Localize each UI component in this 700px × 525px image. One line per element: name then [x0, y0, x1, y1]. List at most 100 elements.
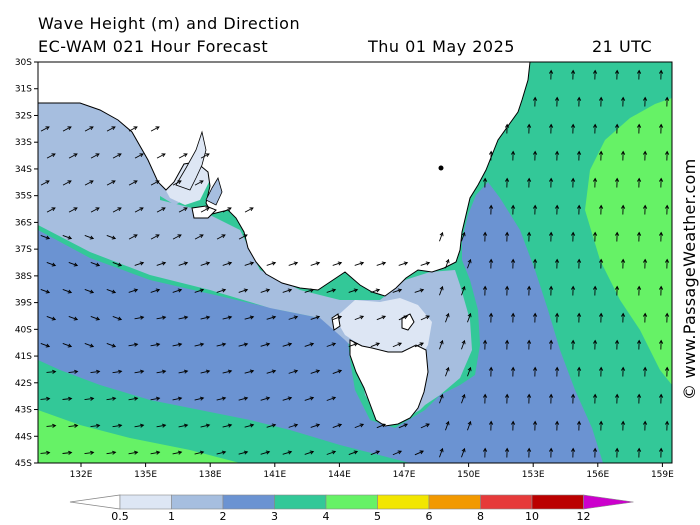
wave-direction-arrow: [620, 150, 626, 161]
colorbar-label: 8: [477, 510, 484, 523]
wave-direction-arrow: [658, 285, 664, 296]
wave-direction-arrow: [570, 285, 576, 296]
wave-direction-arrow: [554, 96, 560, 107]
latitude-axis: 30S 31S 32S 33S 34S 35S 36S 37S 38S 39S 40S 41S 42S 4…: [15, 58, 38, 469]
colorbar-label: 0.5: [111, 510, 129, 523]
wave-direction-arrow: [467, 366, 472, 377]
wave-direction-arrow: [106, 289, 117, 294]
wave-direction-arrow: [84, 343, 95, 348]
forecast-model: EC-WAM 021 Hour Forecast: [38, 37, 269, 56]
wave-direction-arrow: [620, 312, 626, 323]
wave-direction-arrow: [238, 396, 249, 401]
wave-direction-arrow: [664, 150, 670, 161]
wave-direction-arrow: [439, 339, 444, 350]
wave-direction-arrow: [636, 393, 642, 404]
wave-direction-arrow: [370, 342, 381, 348]
wave-direction-arrow: [598, 312, 604, 323]
wave-direction-arrow: [112, 153, 122, 159]
wave-band-1-2m-gulf: [38, 103, 188, 205]
wave-direction-arrow: [598, 366, 604, 377]
wave-direction-arrow: [488, 366, 494, 377]
wave-direction-arrow: [614, 447, 620, 458]
wave-direction-arrow: [128, 396, 139, 401]
wave-direction-arrow: [128, 234, 138, 240]
wave-direction-arrow: [592, 123, 598, 134]
wave-direction-arrow: [326, 450, 337, 455]
wave-direction-arrow: [194, 342, 205, 347]
wave-direction-arrow: [40, 126, 50, 132]
wave-direction-arrow: [106, 450, 117, 455]
wave-direction-arrow: [62, 450, 73, 455]
wave-direction-arrow: [150, 342, 161, 347]
colorbar-label: 4: [323, 510, 330, 523]
wave-direction-arrow: [200, 261, 211, 266]
wave-direction-arrow: [576, 420, 582, 431]
wave-direction-arrow: [504, 285, 510, 296]
wave-direction-arrow: [592, 177, 598, 188]
wave-direction-arrow: [310, 315, 321, 320]
wave-direction-arrow: [326, 288, 337, 293]
wave-direction-arrow: [376, 261, 387, 266]
wave-direction-arrow: [178, 261, 189, 266]
wave-direction-arrow: [642, 258, 648, 269]
wave-direction-arrows: [40, 69, 670, 458]
wave-direction-arrow: [636, 177, 642, 188]
wave-direction-arrow: [414, 342, 424, 348]
wave-direction-arrow: [288, 369, 299, 374]
wave-direction-arrow: [614, 339, 620, 350]
wave-direction-arrow: [150, 396, 161, 401]
wave-direction-arrow: [532, 96, 538, 107]
wave-direction-arrow: [592, 447, 598, 458]
wave-direction-arrow: [504, 393, 510, 404]
wave-direction-arrow: [288, 261, 299, 266]
wave-direction-arrow: [266, 369, 277, 374]
wave-direction-arrow: [554, 204, 560, 215]
wave-direction-arrow: [150, 450, 161, 455]
wave-direction-arrow: [326, 342, 337, 347]
wave-direction-arrow: [482, 447, 488, 458]
wave-direction-arrow: [90, 207, 100, 213]
wave-direction-arrow: [46, 369, 57, 374]
wave-direction-arrow: [156, 207, 166, 213]
wave-direction-arrow: [642, 312, 648, 323]
wave-direction-arrow: [134, 261, 145, 266]
wave-direction-arrow: [354, 423, 365, 429]
lon-tick-label: 132E: [70, 470, 93, 480]
wave-direction-arrow: [46, 423, 57, 428]
wave-direction-arrow: [504, 231, 510, 242]
wave-direction-arrow: [598, 150, 604, 161]
wave-direction-arrow: [178, 315, 189, 320]
wave-direction-arrow: [510, 258, 516, 269]
wave-direction-arrow: [548, 339, 554, 350]
wave-direction-arrow: [172, 342, 183, 347]
wave-direction-arrow: [467, 312, 472, 323]
wave-direction-arrow: [68, 262, 79, 267]
wave-direction-arrow: [614, 69, 620, 80]
wave-direction-arrow: [526, 177, 532, 188]
wave-direction-arrow: [348, 342, 359, 348]
wave-band-2-3m: [38, 182, 603, 463]
wave-direction-arrow: [510, 366, 516, 377]
colorbar: 0.5 1 2 3 4 5 6 8 10 12: [69, 494, 634, 523]
wave-direction-arrow: [62, 126, 72, 132]
wave-direction-arrow: [510, 420, 516, 431]
wave-direction-arrow: [68, 423, 79, 428]
wave-direction-arrow: [194, 288, 205, 293]
wave-direction-arrow: [172, 288, 183, 293]
land-lord-howe-island: [438, 165, 444, 171]
wave-direction-arrow: [194, 180, 204, 186]
wave-direction-arrow: [134, 153, 144, 159]
wave-direction-arrow: [216, 342, 227, 347]
wave-direction-arrow: [439, 447, 444, 458]
wave-direction-arrow: [112, 262, 123, 267]
wave-direction-arrow: [310, 369, 321, 374]
wave-direction-arrow: [260, 396, 271, 401]
lat-tick-label: 35S: [15, 192, 32, 202]
lat-tick-label: 45S: [15, 459, 32, 469]
wave-direction-arrow: [46, 316, 57, 321]
colorbar-label: 1: [168, 510, 175, 523]
wave-direction-arrow: [222, 315, 233, 320]
wave-direction-arrow: [84, 235, 95, 240]
wave-band-4-5m-southwest: [38, 410, 240, 463]
forecast-time: 21 UTC: [592, 37, 653, 56]
